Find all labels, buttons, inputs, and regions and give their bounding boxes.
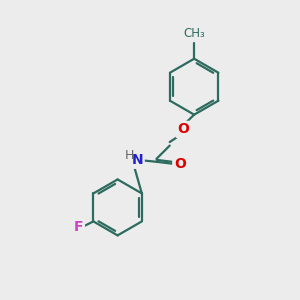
Text: O: O — [174, 157, 186, 171]
Text: O: O — [177, 122, 189, 136]
Text: H: H — [124, 149, 134, 162]
Text: N: N — [131, 153, 143, 167]
Text: F: F — [74, 220, 83, 234]
Text: CH₃: CH₃ — [183, 27, 205, 40]
